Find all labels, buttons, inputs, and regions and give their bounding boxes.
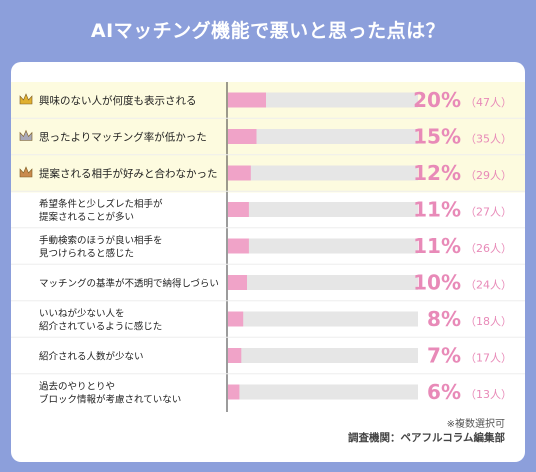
bar-track	[228, 165, 418, 181]
bar	[228, 311, 244, 327]
multiple-choice-note: ※複数選択可	[446, 419, 505, 430]
value-label: 20%	[413, 88, 461, 112]
value-label: 12%	[413, 161, 461, 185]
crown-icon-silver	[19, 129, 33, 141]
bar-track	[228, 129, 418, 144]
value-label: 6%	[427, 380, 461, 404]
count-label: （18人）	[465, 315, 512, 328]
category-label: 思ったよりマッチング率が低かった	[39, 131, 207, 144]
category-label: いいねが少ない人を	[39, 308, 125, 320]
category-label: 見つけられると感じた	[39, 248, 134, 260]
chart-card: 興味のない人が何度も表示される 20% （47人） 思ったよりマッチング率が低かった 1…	[11, 62, 525, 462]
chart-title: AIマッチング機能で悪いと思った点は？	[90, 20, 446, 42]
count-label: （35人）	[465, 133, 512, 146]
crown-icon-gold	[19, 93, 33, 105]
bar-track	[228, 311, 418, 327]
category-label: ブロック情報が考慮されていない	[39, 394, 181, 406]
bar	[228, 129, 257, 144]
bar	[228, 348, 242, 363]
count-label: （29人）	[465, 169, 512, 182]
category-label: 紹介される人数が少ない	[39, 351, 144, 363]
bar	[228, 165, 251, 181]
value-label: 7%	[427, 344, 461, 368]
count-label: （26人）	[465, 242, 512, 255]
count-label: （24人）	[465, 279, 512, 292]
bar-track	[228, 348, 418, 363]
category-label: 過去のやりとりや	[39, 381, 115, 393]
category-label: 興味のない人が何度も表示される	[39, 94, 197, 107]
survey-source: 調査機関：ペアフルコラム編集部	[348, 432, 505, 444]
value-label: 15%	[413, 125, 461, 149]
bar-track	[228, 92, 418, 108]
count-label: （27人）	[465, 206, 512, 219]
bar	[228, 92, 266, 108]
bar-chart: 興味のない人が何度も表示される 20% （47人） 思ったよりマッチング率が低かった 1…	[11, 82, 525, 412]
count-label: （47人）	[465, 96, 512, 109]
bar	[228, 275, 247, 290]
crown-icon-bronze	[19, 166, 33, 178]
value-label: 8%	[427, 307, 461, 331]
category-label: 紹介されているように感じた	[39, 321, 162, 333]
count-label: （17人）	[465, 352, 512, 365]
category-label: 提案されることが多い	[39, 211, 134, 223]
bar-track	[228, 238, 418, 254]
bar	[228, 202, 249, 217]
bar	[228, 238, 249, 254]
category-label: 希望条件と少しズレた相手が	[39, 198, 163, 210]
category-label: 提案される相手が好みと合わなかった	[39, 167, 218, 180]
value-label: 10%	[413, 271, 461, 295]
category-label: 手動検索のほうが良い相手を	[39, 235, 163, 247]
value-label: 11%	[413, 198, 461, 222]
category-label: マッチングの基準が不透明で納得しづらい	[39, 278, 219, 290]
bar-track	[228, 275, 418, 290]
count-label: （13人）	[465, 388, 512, 401]
value-label: 11%	[413, 234, 461, 258]
bar	[228, 384, 240, 400]
bar-track	[228, 384, 418, 400]
bar-track	[228, 202, 418, 217]
